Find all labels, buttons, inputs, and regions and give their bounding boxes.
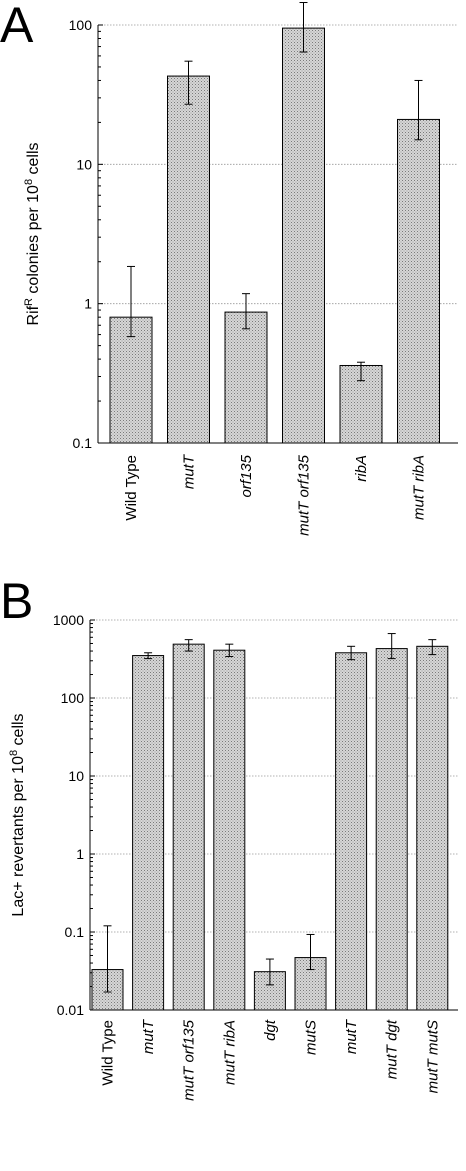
x-tick-label: mutT <box>343 1018 360 1054</box>
y-tick-label: 10 <box>76 156 92 172</box>
panel-letter-b: B <box>0 573 33 629</box>
x-tick-label: mutT dgt <box>384 1019 401 1079</box>
y-tick-label: 0.1 <box>65 924 85 940</box>
x-tick-label: mutT <box>140 1018 157 1054</box>
error-bar <box>144 652 153 660</box>
bar <box>213 649 246 1011</box>
bar <box>172 643 205 1011</box>
error-bar <box>387 633 396 660</box>
x-tick-label: Wild Type <box>100 1020 117 1086</box>
error-bar <box>306 933 315 971</box>
y-tick-label: 1 <box>84 296 92 312</box>
x-tick-label: mutT ribA <box>221 1020 238 1085</box>
y-tick-label: 0.01 <box>57 1002 84 1018</box>
bar <box>224 311 268 444</box>
y-tick-label: 1000 <box>53 612 84 628</box>
error-bar <box>428 639 437 656</box>
bar <box>167 75 210 444</box>
y-tick-label: 10 <box>68 768 84 784</box>
error-bar <box>184 639 193 652</box>
y-axis-label: Lac+ revertants per 108 cells <box>8 713 27 916</box>
error-bar <box>184 60 193 105</box>
x-tick-label: mutT <box>181 453 198 489</box>
x-tick-label: ribA <box>353 455 370 482</box>
error-bar <box>357 361 365 382</box>
y-axis-label: RifR colonies per 108 cells <box>23 142 42 325</box>
x-tick-label: mutT mutS <box>424 1020 441 1093</box>
error-bar <box>299 2 308 53</box>
error-bar <box>414 79 423 141</box>
bar <box>282 27 325 444</box>
x-tick-label: mutS <box>303 1020 320 1055</box>
x-tick-label: orf135 <box>238 454 255 497</box>
x-tick-label: mutT orf135 <box>181 1019 198 1101</box>
y-tick-label: 0.1 <box>73 435 93 451</box>
error-bar <box>265 958 274 986</box>
x-tick-label: dgt <box>262 1019 279 1041</box>
bar <box>416 645 449 1011</box>
chart-panel-b: 0.01 0.1 1 10 100 1000 Wild Type mutT mutT orf13… <box>8 612 458 1101</box>
bar <box>132 655 165 1011</box>
error-bar <box>127 265 135 338</box>
y-tick-label: 1 <box>76 846 84 862</box>
bar <box>335 652 368 1011</box>
y-tick-label: 100 <box>69 17 93 33</box>
error-bar <box>103 925 112 993</box>
error-bar <box>242 293 250 330</box>
panel-letter-a: A <box>0 0 34 53</box>
chart-panel-a: 0.1 1 10 100 Wild Type mutT orf135 mutT orf135 r… <box>23 2 458 536</box>
x-tick-label: mutT ribA <box>411 455 428 520</box>
bar <box>375 648 408 1011</box>
error-bar <box>347 645 356 661</box>
y-tick-label: 100 <box>61 690 85 706</box>
x-tick-label: Wild Type <box>123 455 140 521</box>
bar <box>397 118 440 444</box>
x-tick-label: mutT orf135 <box>296 454 313 536</box>
error-bar <box>225 643 234 658</box>
bar <box>109 316 153 444</box>
